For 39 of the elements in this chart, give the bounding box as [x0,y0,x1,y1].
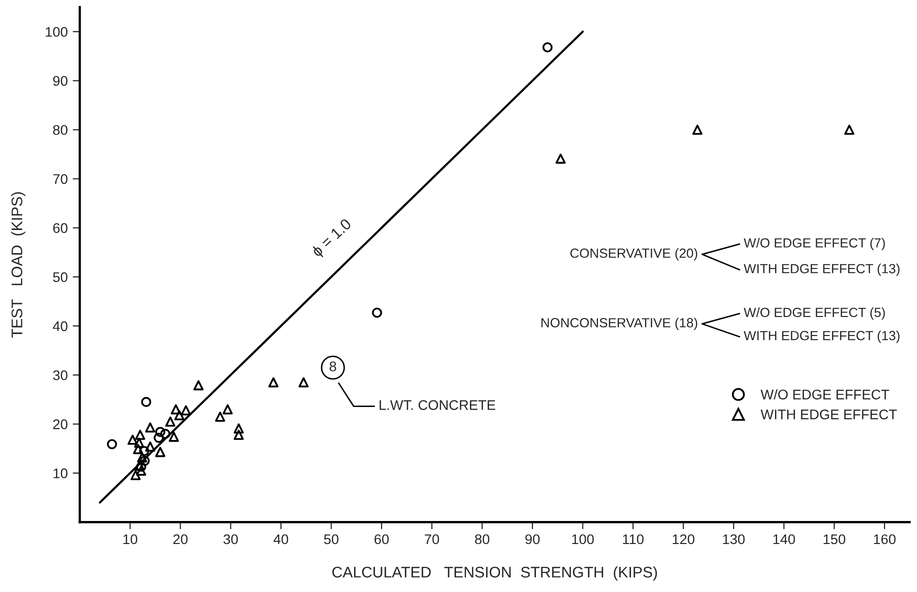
x-tick-label: 130 [723,534,745,544]
y-tick-label: 100 [46,26,68,37]
annotation: CONSERVATIVE (20) [570,248,698,260]
y-tick-label: 40 [52,321,68,332]
y-axis-title: TEST LOAD (KIPS) [11,192,26,338]
annotation: W/O EDGE EFFECT (5) [744,307,885,320]
y-tick-label: 20 [53,419,68,430]
x-tick-label: 60 [374,534,389,544]
x-tick-label: 110 [623,534,644,544]
y-tick-label: 80 [53,125,68,135]
annotation: NONCONSERVATIVE (18) [541,318,698,330]
y-tick-label: 90 [53,76,68,86]
y-tick-label: 60 [53,223,68,234]
x-tick-label: 50 [324,534,338,544]
y-tick-label: 50 [53,272,68,282]
text: ϕ = 1.0 [310,218,354,260]
annotation: WITH EDGE EFFECT (13) [744,330,900,343]
x-tick-label: 160 [874,534,896,544]
x-tick-label: 120 [672,534,694,544]
legend-label: W/O EDGE EFFECT [760,389,890,400]
x-tick-label: 90 [525,534,540,544]
annotation: L.WT. CONCRETE [380,400,496,410]
legend-label: WITH EDGE EFFECT [760,410,897,420]
y-tick-label: 70 [53,174,68,184]
x-tick-label: 70 [424,534,440,544]
x-tick-label: 150 [824,534,846,544]
x-axis-title: CALCULATED TENSION STRENGTH (KIPS) [332,566,657,581]
y-tick-label: 30 [53,370,68,380]
x-tick-label: 40 [274,534,288,544]
x-tick-label: 10 [123,534,138,544]
x-tick-label: 140 [773,534,795,544]
x-tick-label: 100 [572,534,594,544]
annotation: 8 [330,362,336,372]
x-tick-label: 80 [475,534,490,544]
annotation: W/O EDGE EFFECT (7) [744,238,885,250]
annotation: WITH EDGE EFFECT (13) [744,264,900,276]
x-tick-label: 30 [223,534,238,544]
y-tick-label: 10 [54,468,68,478]
x-tick-label: 20 [173,534,188,544]
